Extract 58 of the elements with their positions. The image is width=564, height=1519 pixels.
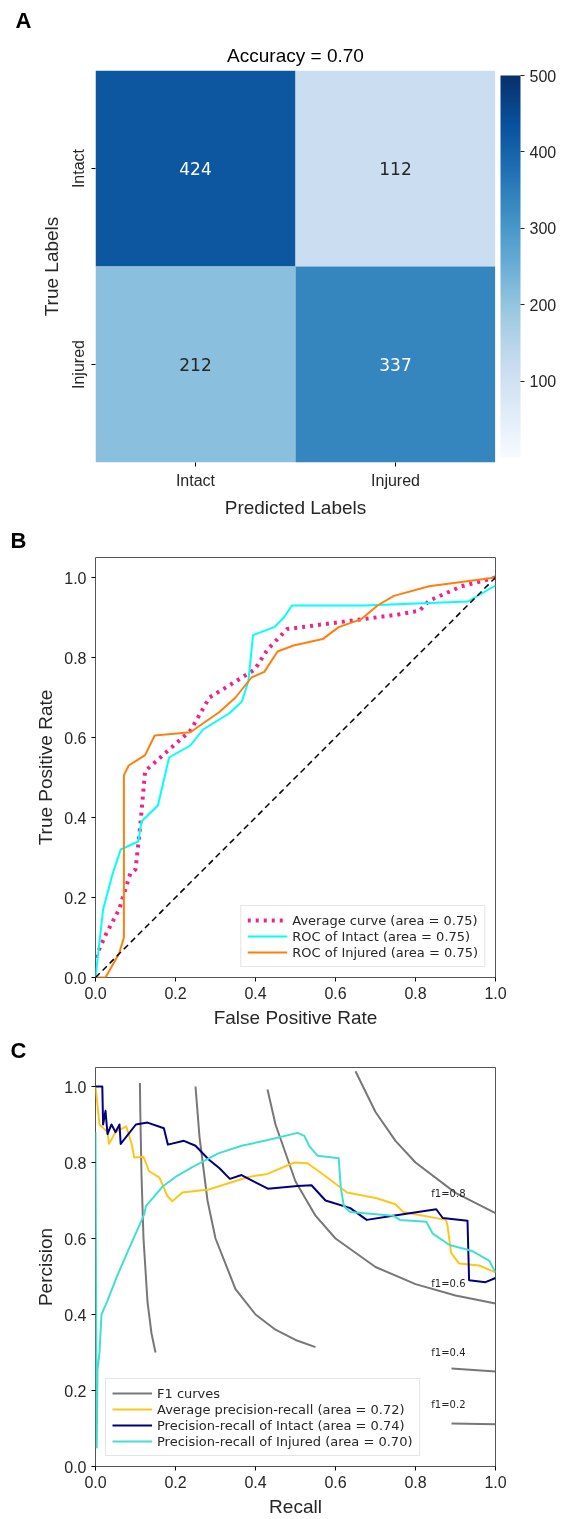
y-axis-title: Percision [35,1227,57,1307]
y-tick-label: 0.4 [64,1306,87,1324]
legend-label: Average curve (area = 0.75) [292,912,478,928]
y-axis-title: True Positive Rate [35,689,57,846]
x-tick-label: 0.0 [84,984,107,1002]
text: C [10,1037,27,1063]
y-tick-label: 1.0 [64,569,87,587]
y-axis-title: True Labels [40,216,62,317]
x-tick-label: 0.6 [324,984,347,1002]
data-label: 424 [179,159,212,179]
line-series [95,1131,496,1449]
text: A [15,7,32,33]
color-bar-label: 100 [529,373,557,391]
x-tick-label: 0.0 [84,1473,107,1491]
legend-label: ROC of Intact (area = 0.75) [292,928,471,944]
x-tick-label: 1.0 [484,1473,507,1491]
y-tick-label: 0.4 [64,809,87,827]
annotation: f1=0.4 [431,1346,466,1358]
color-bar-label: 200 [529,296,557,314]
x-tick-label: 1.0 [484,984,507,1002]
y-tick-label: 1.0 [64,1078,87,1096]
y-tick-label: 0.6 [64,1230,87,1248]
legend-label: Precision-recall of Intact (area = 0.74) [157,1417,405,1433]
y-tick-label: Intact [69,148,87,189]
line-series [354,1070,496,1215]
y-tick-label: Injured [69,340,87,389]
color-bar-label: 400 [529,143,557,161]
legend-label: Average precision-recall (area = 0.72) [157,1401,405,1417]
y-tick-label: 0.8 [64,649,87,667]
y-tick-label: 0.6 [64,729,87,747]
y-tick-label: 0.2 [64,889,87,907]
x-tick-label: 0.2 [164,984,187,1002]
text: B [10,527,27,553]
color-bar-label: 500 [529,67,557,85]
x-tick-label: 0.4 [244,984,267,1002]
y-tick-label: 0.0 [64,1458,87,1476]
x-tick-label: 0.2 [164,1473,187,1491]
legend-label: Precision-recall of Injured (area = 0.70) [157,1433,413,1449]
chart-title: Accuracy = 0.70 [227,44,364,66]
y-tick-label: 0.8 [64,1154,87,1172]
annotation: f1=0.2 [431,1399,466,1411]
data-label: 337 [379,355,412,375]
annotation: f1=0.6 [431,1278,466,1290]
x-axis-title: Recall [269,1495,322,1517]
data-label: 112 [379,159,412,179]
x-tick-label: 0.4 [244,1473,267,1491]
y-tick-label: 0.2 [64,1382,87,1400]
x-tick-label: 0.6 [324,1473,347,1491]
line-series [266,1088,496,1305]
data-label: 212 [179,355,212,375]
color-bar-label: 300 [529,220,557,238]
x-axis-title: False Positive Rate [213,1006,378,1028]
x-tick-label: 0.8 [404,1473,427,1491]
x-axis-title: Predicted Labels [224,496,367,518]
legend-label: ROC of Injured (area = 0.75) [292,944,478,960]
y-tick-label: 0.0 [64,969,87,987]
legend-label: F1 curves [157,1385,221,1401]
x-tick-label: 0.8 [404,984,427,1002]
